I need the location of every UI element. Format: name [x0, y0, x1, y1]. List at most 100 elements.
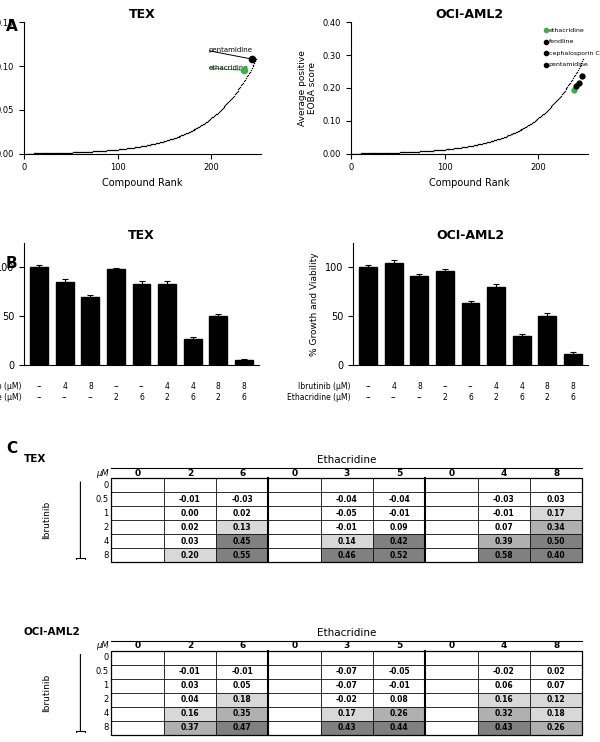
Text: pentamidine: pentamidine: [209, 47, 253, 53]
Text: 0: 0: [103, 653, 109, 662]
Bar: [530, 478, 583, 492]
Bar: [164, 520, 216, 534]
Text: 0.45: 0.45: [233, 536, 251, 545]
Text: 3: 3: [344, 469, 350, 478]
Bar: [268, 492, 321, 506]
Bar: [112, 665, 164, 678]
X-axis label: Compound Rank: Compound Rank: [102, 178, 183, 188]
Text: 2: 2: [187, 641, 193, 650]
Text: ethacridine: ethacridine: [548, 28, 584, 33]
Bar: [478, 534, 530, 548]
Bar: [216, 651, 268, 665]
Text: A: A: [6, 19, 18, 33]
Text: 0.50: 0.50: [547, 536, 565, 545]
Title: TEX: TEX: [129, 8, 156, 21]
Bar: [321, 506, 373, 520]
Text: 0: 0: [448, 469, 455, 478]
Text: Ethacridine: Ethacridine: [317, 628, 377, 637]
Text: C: C: [6, 441, 17, 456]
Bar: [425, 478, 478, 492]
Text: -0.02: -0.02: [493, 667, 515, 676]
Text: 0.32: 0.32: [494, 709, 513, 718]
Text: 0: 0: [292, 469, 298, 478]
Text: fendline: fendline: [548, 39, 574, 45]
Bar: [268, 692, 321, 706]
Bar: [425, 706, 478, 720]
Bar: [373, 506, 425, 520]
Bar: [478, 665, 530, 678]
Text: 0: 0: [134, 469, 140, 478]
Bar: [112, 534, 164, 548]
Text: 0.46: 0.46: [338, 551, 356, 559]
Text: -0.04: -0.04: [336, 495, 358, 504]
Text: 4: 4: [190, 382, 195, 391]
Text: 8: 8: [103, 551, 109, 559]
Text: Ibrutinib (μM): Ibrutinib (μM): [0, 382, 22, 391]
Text: 0: 0: [292, 641, 298, 650]
Text: 4: 4: [164, 382, 169, 391]
Text: --: --: [442, 382, 448, 391]
Bar: [184, 339, 202, 365]
Text: 0: 0: [134, 641, 140, 650]
Text: 1: 1: [103, 681, 109, 690]
Bar: [321, 665, 373, 678]
Bar: [112, 678, 164, 692]
Text: --: --: [139, 382, 144, 391]
Text: --: --: [416, 393, 422, 401]
Bar: [373, 651, 425, 665]
Bar: [112, 692, 164, 706]
Text: 0: 0: [448, 641, 455, 650]
Text: --: --: [365, 393, 371, 401]
Text: 0.16: 0.16: [181, 709, 199, 718]
Text: Ibrutinib (μM): Ibrutinib (μM): [298, 382, 350, 391]
Text: -0.07: -0.07: [336, 681, 358, 690]
Text: 8: 8: [553, 469, 559, 478]
Text: --: --: [62, 393, 68, 401]
Bar: [373, 706, 425, 720]
Bar: [530, 720, 583, 735]
Text: μM: μM: [96, 469, 109, 478]
Text: -0.03: -0.03: [493, 495, 515, 504]
Text: cephalosporin C: cephalosporin C: [548, 51, 599, 56]
Text: 8: 8: [417, 382, 422, 391]
Text: -0.01: -0.01: [493, 508, 515, 518]
Bar: [478, 506, 530, 520]
Text: 0.03: 0.03: [181, 536, 199, 545]
Bar: [373, 520, 425, 534]
Text: 8: 8: [553, 641, 559, 650]
Bar: [216, 706, 268, 720]
Bar: [235, 361, 253, 365]
Text: 0.14: 0.14: [338, 536, 356, 545]
Bar: [321, 534, 373, 548]
Bar: [530, 492, 583, 506]
Text: pentamidine: pentamidine: [548, 62, 589, 68]
Bar: [164, 548, 216, 562]
Bar: [216, 478, 268, 492]
Bar: [164, 478, 216, 492]
Text: 0.17: 0.17: [338, 709, 356, 718]
Text: 0.39: 0.39: [494, 536, 513, 545]
Bar: [373, 492, 425, 506]
Text: 0.00: 0.00: [181, 508, 199, 518]
Text: 0.12: 0.12: [547, 695, 566, 704]
Bar: [478, 706, 530, 720]
Text: 4: 4: [500, 469, 507, 478]
Bar: [164, 534, 216, 548]
Text: -0.01: -0.01: [388, 681, 410, 690]
Bar: [530, 520, 583, 534]
Text: 0.02: 0.02: [233, 508, 251, 518]
Bar: [216, 520, 268, 534]
Text: 0.17: 0.17: [547, 508, 566, 518]
Bar: [425, 665, 478, 678]
Bar: [216, 678, 268, 692]
Bar: [478, 678, 530, 692]
Bar: [478, 651, 530, 665]
Text: 0.20: 0.20: [181, 551, 199, 559]
Text: 0.06: 0.06: [494, 681, 513, 690]
Text: --: --: [468, 382, 473, 391]
Text: 0.44: 0.44: [390, 723, 409, 732]
Bar: [209, 316, 227, 365]
Text: 0.16: 0.16: [494, 695, 513, 704]
Text: 0.02: 0.02: [181, 522, 199, 531]
Bar: [216, 492, 268, 506]
